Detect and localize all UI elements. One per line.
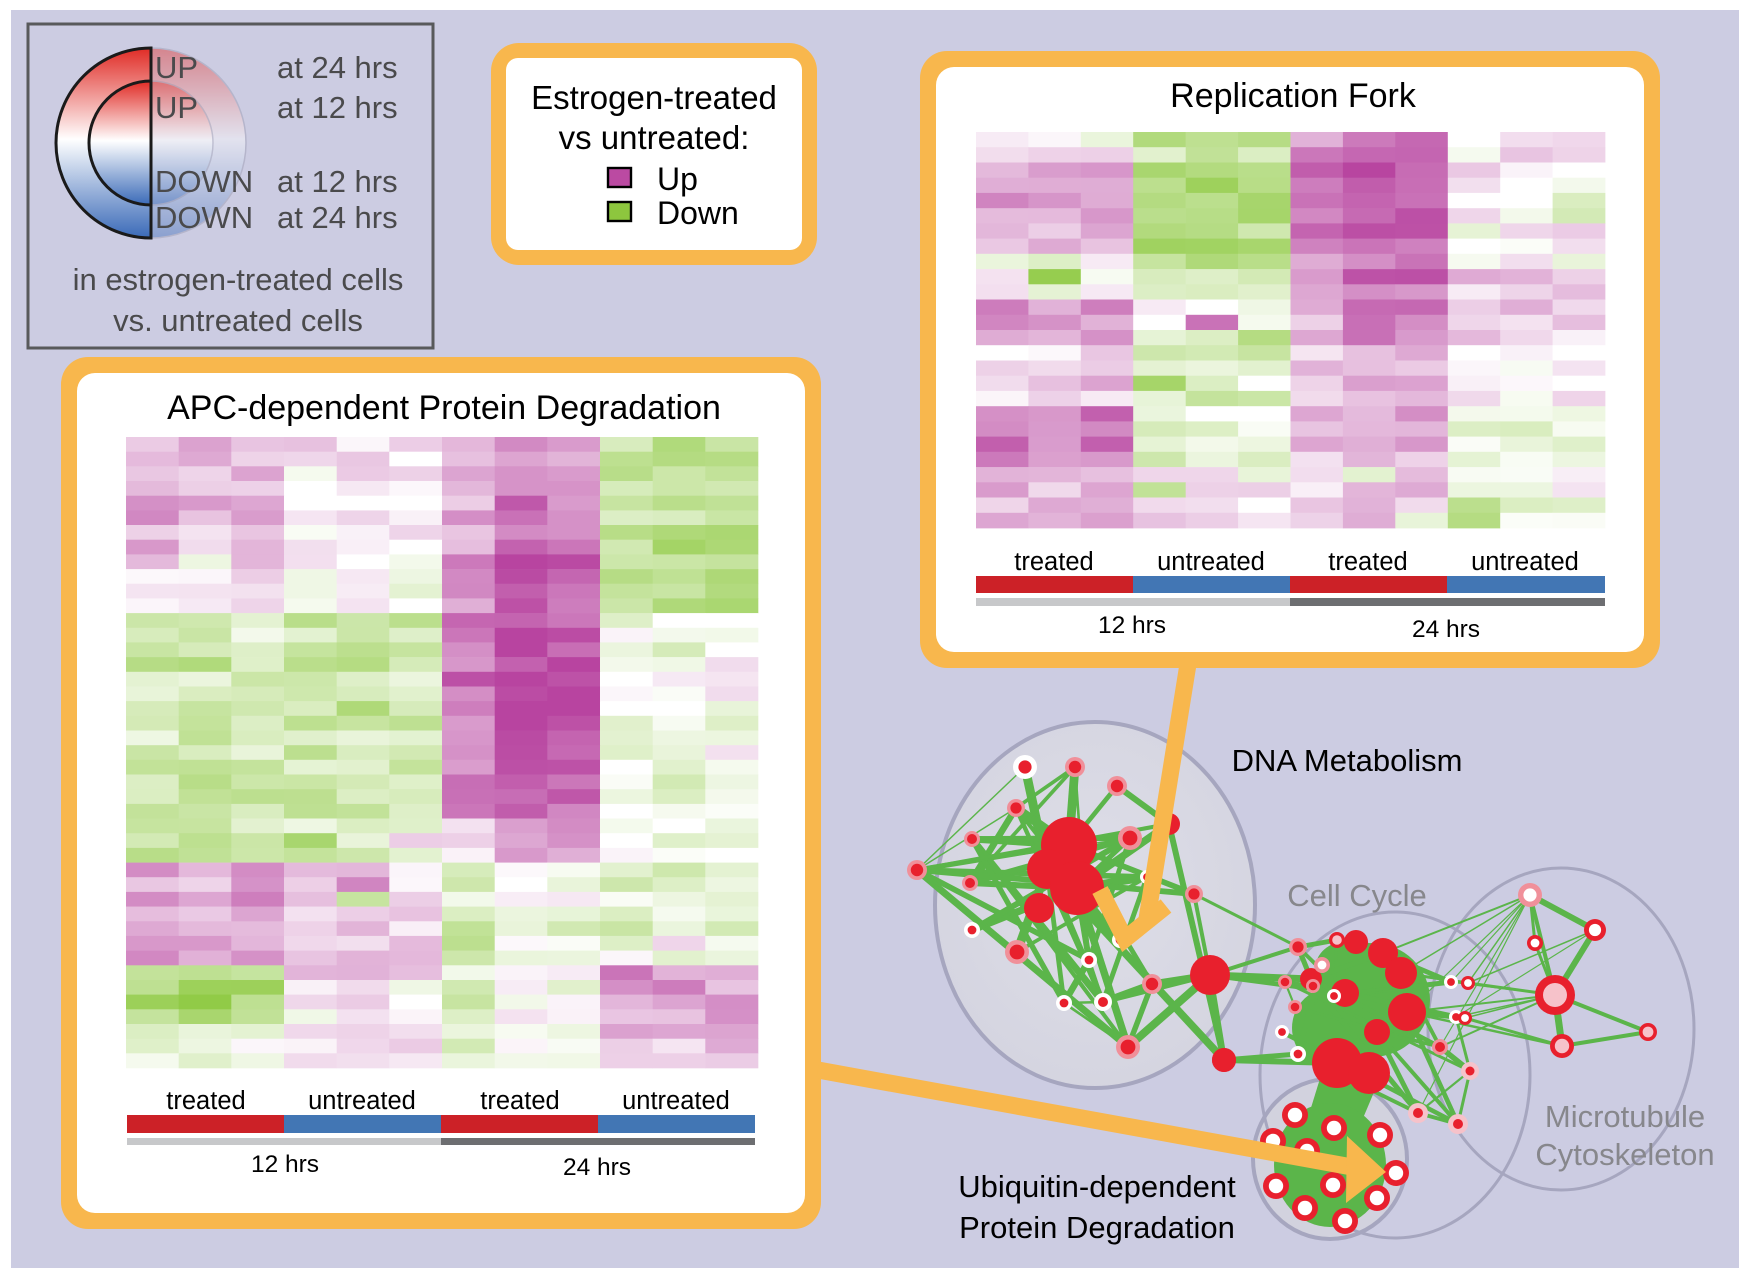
svg-text:24 hrs: 24 hrs bbox=[563, 1154, 631, 1181]
svg-text:vs untreated:: vs untreated: bbox=[559, 119, 750, 156]
svg-text:Cell Cycle: Cell Cycle bbox=[1287, 878, 1427, 913]
svg-text:DOWN: DOWN bbox=[155, 164, 253, 199]
svg-text:UP: UP bbox=[155, 90, 198, 125]
svg-text:24 hrs: 24 hrs bbox=[1412, 616, 1480, 643]
svg-text:untreated: untreated bbox=[1471, 548, 1579, 576]
svg-text:Down: Down bbox=[657, 195, 739, 231]
svg-text:Replication Fork: Replication Fork bbox=[1170, 77, 1417, 115]
svg-text:Cytoskeleton: Cytoskeleton bbox=[1535, 1137, 1714, 1172]
svg-text:APC-dependent Protein Degradat: APC-dependent Protein Degradation bbox=[167, 389, 721, 427]
svg-text:treated: treated bbox=[480, 1087, 559, 1115]
svg-text:Ubiquitin-dependent: Ubiquitin-dependent bbox=[958, 1169, 1236, 1204]
svg-text:untreated: untreated bbox=[622, 1087, 730, 1115]
svg-text:Protein Degradation: Protein Degradation bbox=[959, 1210, 1235, 1245]
svg-text:DOWN: DOWN bbox=[155, 200, 253, 235]
svg-text:untreated: untreated bbox=[1157, 548, 1265, 576]
svg-text:untreated: untreated bbox=[308, 1087, 416, 1115]
svg-text:12 hrs: 12 hrs bbox=[1098, 612, 1166, 639]
svg-text:Microtubule: Microtubule bbox=[1545, 1099, 1705, 1134]
svg-text:vs. untreated cells: vs. untreated cells bbox=[113, 303, 363, 338]
svg-text:UP: UP bbox=[155, 50, 198, 85]
svg-text:at 24 hrs: at 24 hrs bbox=[277, 50, 398, 85]
svg-text:Up: Up bbox=[657, 161, 698, 197]
svg-text:treated: treated bbox=[1014, 548, 1093, 576]
svg-text:treated: treated bbox=[166, 1087, 245, 1115]
svg-text:in estrogen-treated cells: in estrogen-treated cells bbox=[73, 262, 404, 297]
svg-text:Estrogen-treated: Estrogen-treated bbox=[531, 79, 777, 116]
svg-text:at 24 hrs: at 24 hrs bbox=[277, 200, 398, 235]
svg-text:at 12 hrs: at 12 hrs bbox=[277, 90, 398, 125]
svg-text:at 12 hrs: at 12 hrs bbox=[277, 164, 398, 199]
svg-text:DNA Metabolism: DNA Metabolism bbox=[1232, 743, 1463, 778]
svg-text:12 hrs: 12 hrs bbox=[251, 1151, 319, 1178]
svg-text:treated: treated bbox=[1328, 548, 1407, 576]
